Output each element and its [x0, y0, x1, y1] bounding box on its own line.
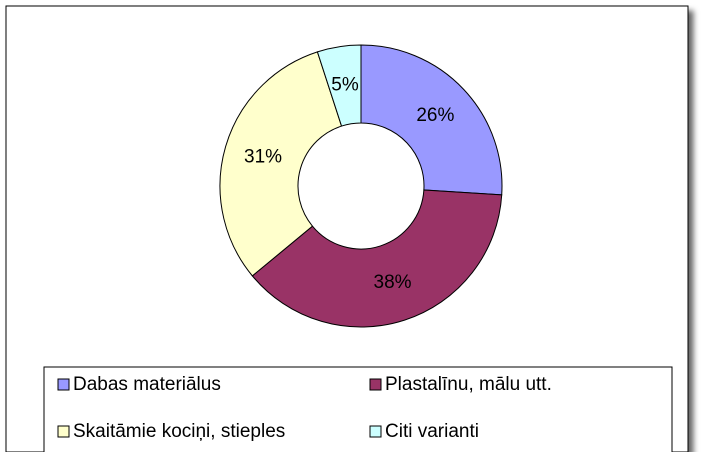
data-label: 5% [331, 74, 359, 95]
legend-swatch [57, 425, 70, 438]
donut-slice [316, 44, 362, 127]
donut-slice [360, 44, 503, 196]
donut-slice [219, 51, 343, 277]
plot: 26% 38% 31% 5% [219, 44, 503, 328]
data-label: 31% [244, 147, 282, 168]
legend: Dabas materiālus Plastalīnu, mālu utt. Ska… [57, 374, 552, 442]
legend-label: Citi varianti [385, 421, 479, 442]
legend-label: Skaitāmie kociņi, stieples [73, 421, 285, 442]
legend-swatch [369, 425, 382, 438]
legend-swatch [57, 378, 70, 391]
donut-slice [251, 189, 503, 328]
data-label: 26% [416, 105, 454, 126]
data-label: 38% [374, 272, 412, 293]
legend-box [43, 366, 673, 457]
legend-label: Plastalīnu, mālu utt. [385, 374, 552, 395]
legend-label: Dabas materiālus [73, 374, 221, 395]
legend-swatch [369, 378, 382, 391]
